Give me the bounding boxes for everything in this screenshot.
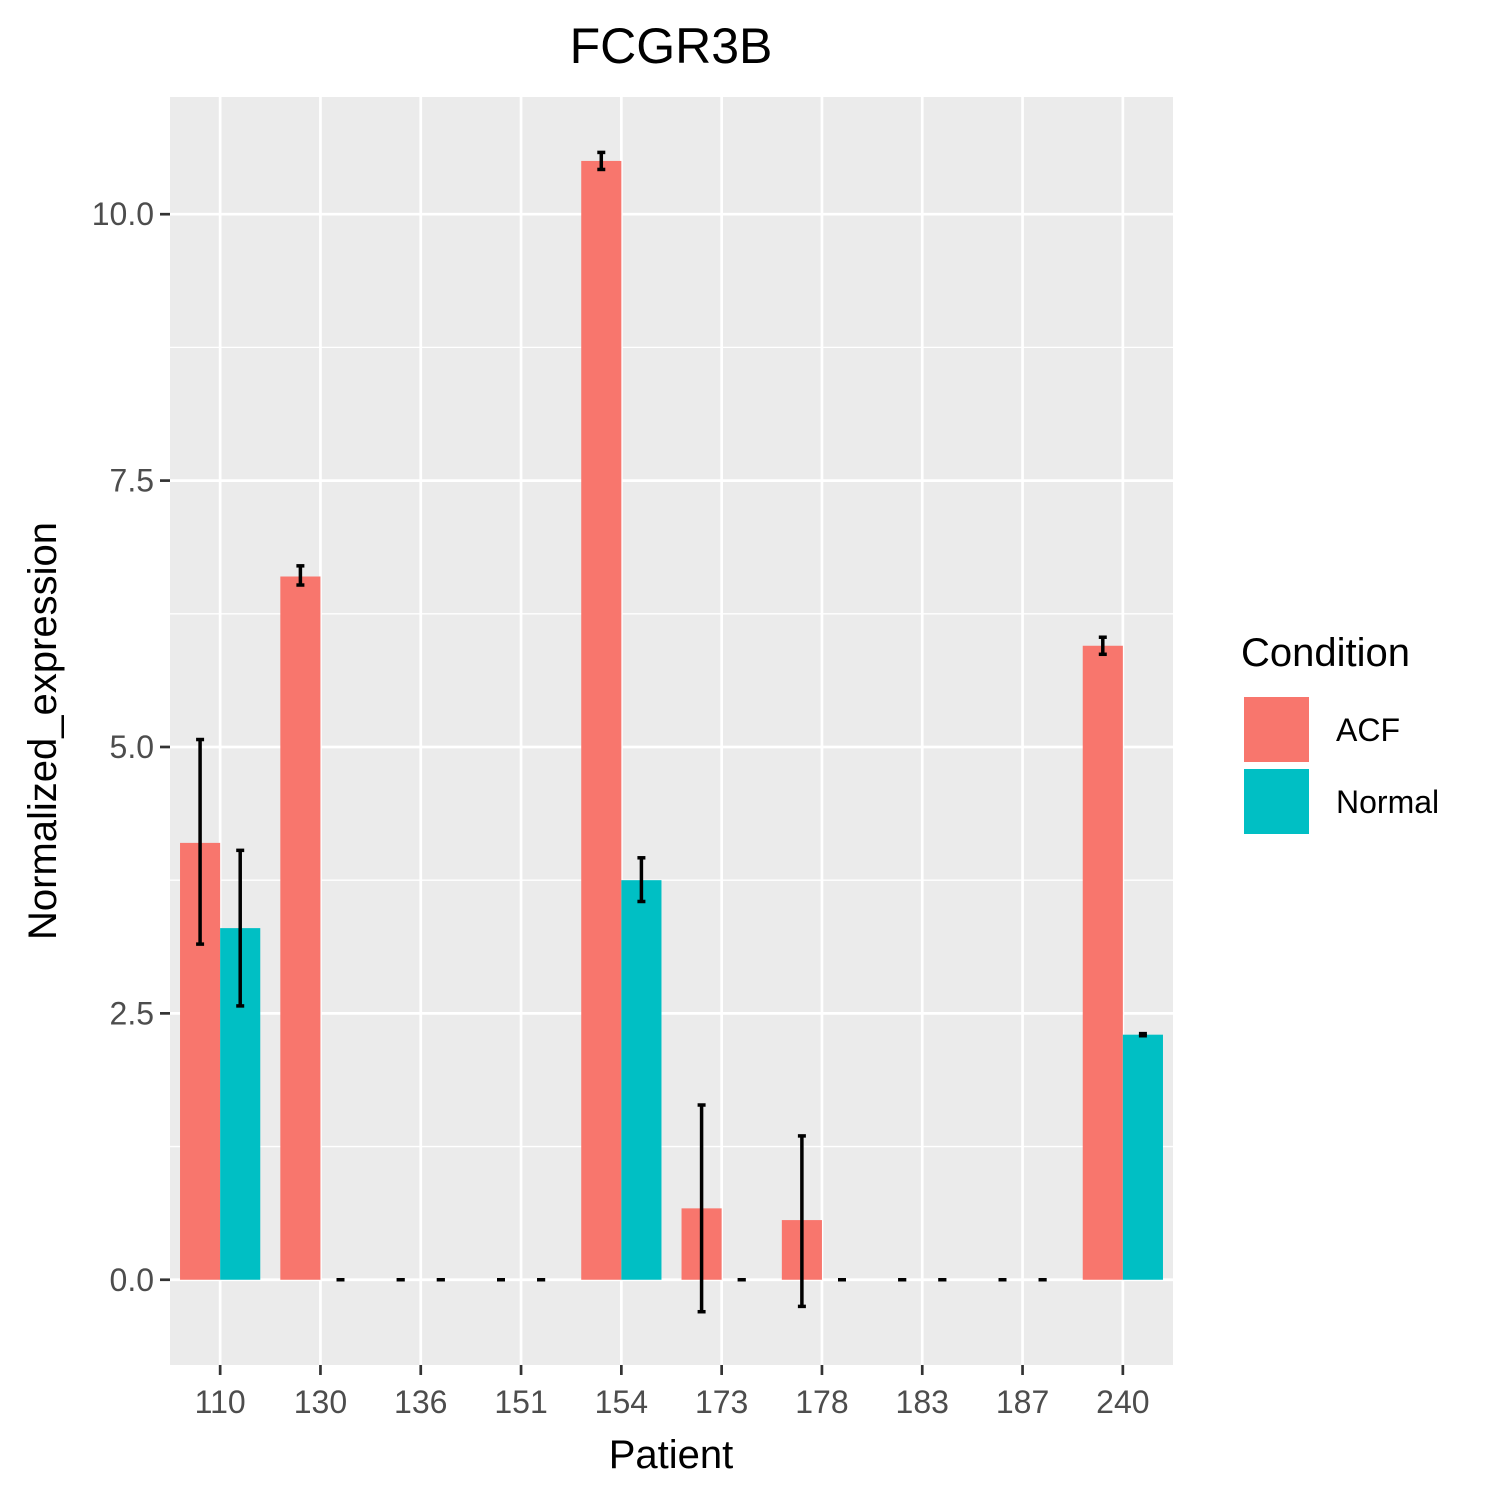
legend-label-acf: ACF (1336, 712, 1400, 748)
x-tick-label: 178 (795, 1384, 848, 1420)
x-tick-label: 110 (195, 1384, 246, 1420)
error-bars (196, 150, 1147, 1314)
y-tick-label: 7.5 (110, 463, 154, 499)
y-tick-label: 10.0 (92, 196, 154, 232)
errorbar-acf-130 (296, 564, 305, 587)
y-tick-label: 0.0 (110, 1262, 154, 1298)
legend-key-acf (1242, 695, 1311, 764)
x-tick-label: 130 (294, 1384, 347, 1420)
x-axis: 110 130 136 151 154 173 178 183 187 240 (195, 1365, 1150, 1420)
x-axis-title: Patient (609, 1433, 734, 1477)
y-axis: 0.0 2.5 5.0 7.5 10.0 (92, 196, 170, 1298)
x-tick-label: 136 (394, 1384, 447, 1420)
x-tick-label: 151 (494, 1384, 547, 1420)
bar-acf-240 (1082, 645, 1123, 1280)
x-tick-label: 154 (595, 1384, 648, 1420)
y-tick-label: 2.5 (110, 995, 154, 1031)
errorbar-normal-154 (637, 856, 646, 904)
y-axis-title: Normalized_expression (21, 522, 65, 940)
bar-normal-240 (1122, 1034, 1163, 1280)
x-tick-label: 183 (896, 1384, 949, 1420)
bar-acf-154 (581, 160, 622, 1280)
bar-acf-130 (280, 576, 321, 1280)
plot-background (170, 97, 1173, 1365)
y-tick-label: 5.0 (110, 729, 154, 765)
legend-label-normal: Normal (1336, 784, 1439, 820)
bar-normal-154 (621, 880, 662, 1280)
errorbar-normal-110 (236, 848, 245, 1008)
x-tick-label: 173 (695, 1384, 748, 1420)
errorbar-acf-178 (797, 1134, 806, 1309)
errorbar-normal-240 (1138, 1031, 1147, 1038)
x-tick-label: 187 (996, 1384, 1049, 1420)
legend-title: Condition (1241, 631, 1410, 675)
chart-title: FCGR3B (570, 18, 773, 74)
x-tick-label: 240 (1096, 1384, 1149, 1420)
errorbar-acf-110 (196, 737, 205, 946)
legend-key-normal (1242, 767, 1311, 836)
bars (180, 160, 1163, 1280)
legend: Condition ACF Normal (1241, 631, 1439, 836)
errorbar-acf-173 (697, 1103, 706, 1314)
errorbar-acf-154 (597, 150, 606, 172)
errorbar-acf-240 (1098, 635, 1107, 657)
